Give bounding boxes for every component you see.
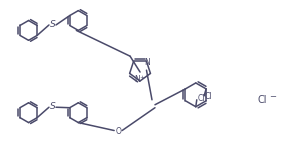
Text: S: S <box>50 20 55 29</box>
Text: S: S <box>50 102 55 111</box>
Text: −: − <box>269 92 277 101</box>
Text: Cl: Cl <box>257 95 267 105</box>
Text: N: N <box>145 58 150 67</box>
Text: Cl: Cl <box>198 94 205 103</box>
Text: Cl: Cl <box>204 92 212 101</box>
Text: +: + <box>139 75 145 79</box>
Text: N: N <box>134 75 140 85</box>
Text: O: O <box>115 127 121 136</box>
